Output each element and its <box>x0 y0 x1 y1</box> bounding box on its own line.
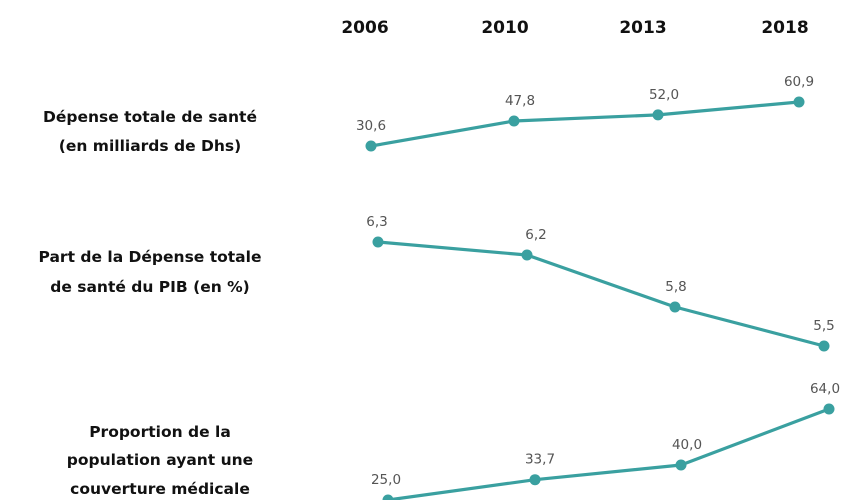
series-label-line: Part de la Dépense totale <box>39 248 262 266</box>
data-point <box>529 474 541 486</box>
data-point <box>382 494 394 500</box>
series-row-1: Dépense totale de santé (en milliards de … <box>43 74 814 155</box>
series-row-2: Part de la Dépense totale de santé du PIB… <box>39 214 835 352</box>
data-label: 33,7 <box>525 452 555 468</box>
series-label-line: Proportion de la <box>89 423 231 441</box>
year-label-2010: 2010 <box>481 18 528 38</box>
series-label-line: couverture médicale <box>70 480 250 498</box>
data-point <box>823 403 835 415</box>
data-point <box>818 340 830 352</box>
data-point <box>372 236 384 248</box>
data-label: 60,9 <box>784 74 814 90</box>
series-line <box>386 407 831 500</box>
year-label-2006: 2006 <box>341 18 388 38</box>
data-point <box>652 109 664 121</box>
series-label-line: Dépense totale de santé <box>43 108 257 126</box>
data-point <box>365 140 377 152</box>
series-label-line: population ayant une <box>67 451 253 469</box>
data-label: 6,2 <box>525 227 546 243</box>
series-line <box>369 100 801 148</box>
series-label-line: de santé du PIB (en %) <box>50 278 250 296</box>
year-header: 2006 2010 2013 2018 <box>341 18 808 38</box>
data-label: 52,0 <box>649 87 679 103</box>
data-label: 40,0 <box>672 437 702 453</box>
data-point <box>508 115 520 127</box>
year-label-2018: 2018 <box>761 18 808 38</box>
chart-rows: Dépense totale de santé (en milliards de … <box>39 74 840 500</box>
series-line <box>376 240 826 348</box>
data-label: 5,8 <box>665 279 686 295</box>
data-point <box>669 301 681 313</box>
data-point <box>521 249 533 261</box>
data-label: 64,0 <box>810 381 840 397</box>
series-label-line: (en milliards de Dhs) <box>59 137 241 155</box>
data-label: 25,0 <box>371 472 401 488</box>
data-label: 6,3 <box>366 214 387 230</box>
year-label-2013: 2013 <box>619 18 666 38</box>
data-point <box>675 459 687 471</box>
data-label: 30,6 <box>356 118 386 134</box>
data-label: 5,5 <box>813 318 834 334</box>
data-label: 47,8 <box>505 93 535 109</box>
data-point <box>793 96 805 108</box>
series-row-3: Proportion de la population ayant une couv… <box>67 381 840 500</box>
